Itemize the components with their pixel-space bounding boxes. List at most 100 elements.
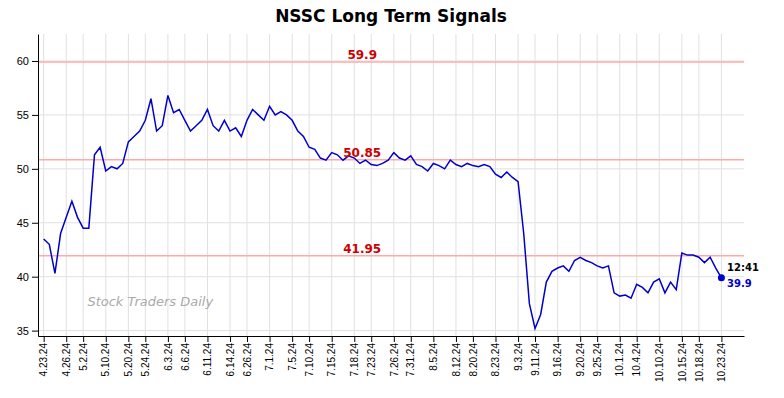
reference-label: 59.9 — [347, 48, 377, 62]
x-tick-mark — [682, 336, 683, 342]
chart-svg: Stock Traders Daily4.23.244.26.245.2.245… — [0, 0, 784, 398]
x-tick-mark — [637, 336, 638, 342]
grid-line-x — [410, 34, 411, 336]
chart-title: NSSC Long Term Signals — [275, 6, 507, 26]
x-tick-mark — [371, 336, 372, 342]
grid-line-x — [455, 34, 456, 336]
x-tick-mark — [411, 336, 412, 342]
x-tick: 10.23.24 — [716, 336, 727, 382]
chart-container: Stock Traders Daily4.23.244.26.245.2.245… — [0, 0, 784, 398]
x-tick-mark — [207, 336, 208, 342]
y-tick-label: 45 — [17, 217, 29, 229]
grid-line-x — [580, 34, 581, 336]
grid-line-x — [230, 34, 231, 336]
grid-line-y — [38, 168, 744, 169]
x-tick-label: 7.10.24 — [304, 343, 315, 377]
grid-line-x — [557, 34, 558, 336]
x-tick-label: 8.20.24 — [468, 343, 479, 377]
x-tick-label: 7.1.24 — [264, 343, 275, 371]
grid-line-x — [721, 34, 722, 336]
x-tick-label: 8.12.24 — [451, 343, 462, 377]
y-axis-line — [38, 35, 39, 337]
x-tick-label: 6.11.24 — [202, 343, 213, 376]
x-tick-label: 7.23.24 — [366, 343, 377, 377]
x-tick-label: 4.26.24 — [61, 343, 72, 377]
x-tick: 9.11.24 — [530, 336, 541, 376]
x-tick-mark — [473, 336, 474, 342]
grid-line-x — [433, 34, 434, 336]
grid-line-x — [207, 34, 208, 336]
x-tick-label: 7.15.24 — [326, 343, 337, 377]
grid-line-x — [66, 34, 67, 336]
x-tick-label: 10.23.24 — [716, 343, 727, 382]
x-tick-label: 10.10.24 — [654, 343, 665, 382]
plot-area — [38, 62, 744, 328]
grid-line-x — [246, 34, 247, 336]
x-tick-label: 7.5.24 — [287, 343, 298, 371]
grid-line-x — [698, 34, 699, 336]
x-tick-mark — [558, 336, 559, 342]
x-tick: 9.25.24 — [592, 336, 603, 376]
x-tick-mark — [495, 336, 496, 342]
x-tick: 7.23.24 — [366, 336, 377, 376]
grid-line-x — [331, 34, 332, 336]
y-tick-label: 50 — [17, 163, 29, 175]
y-tick-mark — [32, 115, 38, 116]
x-tick-label: 9.11.24 — [530, 343, 541, 376]
x-tick-label: 7.18.24 — [349, 343, 360, 377]
x-tick-mark — [309, 336, 310, 342]
grid-line-x — [393, 34, 394, 336]
x-tick-label: 5.24.24 — [140, 343, 151, 377]
x-tick-mark — [106, 336, 107, 342]
y-tick: 40 — [17, 271, 38, 283]
grid-line-y — [38, 276, 744, 277]
x-axis-line — [39, 336, 745, 337]
x-tick-label: 10.1.24 — [614, 343, 625, 377]
x-tick: 10.1.24 — [614, 336, 625, 376]
grid-line-x — [83, 34, 84, 336]
reference-line — [38, 255, 744, 257]
x-tick: 8.12.24 — [451, 336, 462, 376]
grid-line-x — [269, 34, 270, 336]
x-tick: 5.2.24 — [78, 336, 89, 371]
x-tick-label: 9.25.24 — [592, 343, 603, 377]
grid-line-x — [354, 34, 355, 336]
last-time-label: 12:41 — [727, 262, 759, 273]
x-tick: 6.11.24 — [202, 336, 213, 376]
x-tick-label: 4.23.24 — [38, 343, 49, 377]
x-tick-mark — [659, 336, 660, 342]
grid-line-x — [535, 34, 536, 336]
x-tick-label: 10.4.24 — [631, 343, 642, 377]
grid-line-x — [145, 34, 146, 336]
x-tick-mark — [620, 336, 621, 342]
x-tick-mark — [721, 336, 722, 342]
x-tick-label: 9.3.24 — [513, 343, 524, 371]
x-tick-mark — [145, 336, 146, 342]
grid-line-x — [681, 34, 682, 336]
grid-line-y — [38, 114, 744, 115]
y-tick: 50 — [17, 163, 38, 175]
x-tick: 7.10.24 — [304, 336, 315, 376]
x-tick-mark — [230, 336, 231, 342]
x-tick: 7.15.24 — [326, 336, 337, 376]
x-tick: 8.20.24 — [468, 336, 479, 376]
x-tick-mark — [518, 336, 519, 342]
x-tick-mark — [580, 336, 581, 342]
x-tick-mark — [292, 336, 293, 342]
x-tick-mark — [66, 336, 67, 342]
x-tick: 5.20.24 — [123, 336, 134, 376]
x-tick: 9.3.24 — [513, 336, 524, 371]
x-tick: 7.1.24 — [264, 336, 275, 371]
grid-line-x — [43, 34, 44, 336]
y-tick-label: 40 — [17, 271, 29, 283]
grid-line-x — [371, 34, 372, 336]
grid-line-x — [128, 34, 129, 336]
x-tick-label: 5.20.24 — [123, 343, 134, 377]
y-tick: 55 — [17, 109, 38, 121]
x-tick-mark — [44, 336, 45, 342]
grid-line-x — [309, 34, 310, 336]
grid-line-y — [38, 222, 744, 223]
reference-label: 41.95 — [343, 242, 381, 256]
reference-label: 50.85 — [343, 146, 381, 160]
x-tick-label: 9.20.24 — [575, 343, 586, 377]
